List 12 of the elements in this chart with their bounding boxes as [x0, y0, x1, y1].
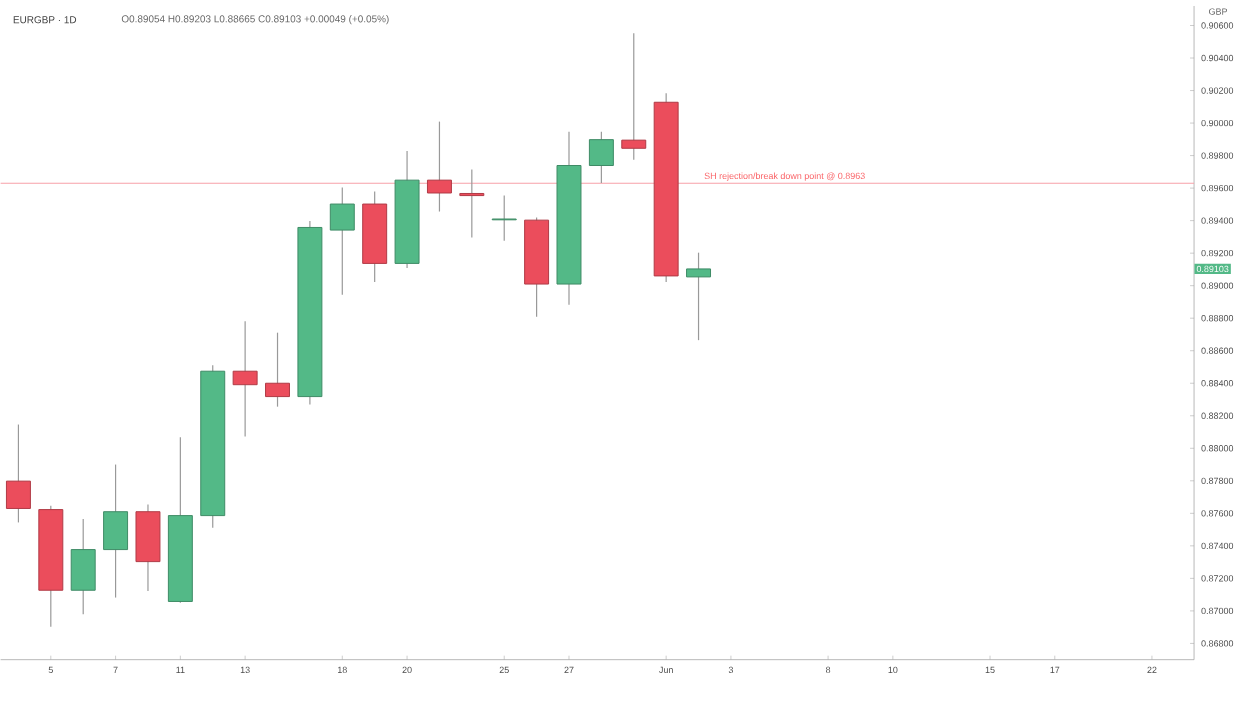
- candlestick: [588, 131, 614, 184]
- candlestick: [232, 320, 258, 438]
- candlestick: [621, 32, 647, 161]
- candlestick: [265, 332, 290, 408]
- candlestick: [459, 169, 485, 239]
- candlestick: [491, 195, 517, 242]
- candlestick: [5, 424, 31, 524]
- candlestick: [686, 252, 712, 341]
- candlestick: [426, 121, 452, 213]
- candlestick: [103, 464, 129, 599]
- candlestick: [70, 518, 96, 616]
- candlestick: [329, 187, 355, 296]
